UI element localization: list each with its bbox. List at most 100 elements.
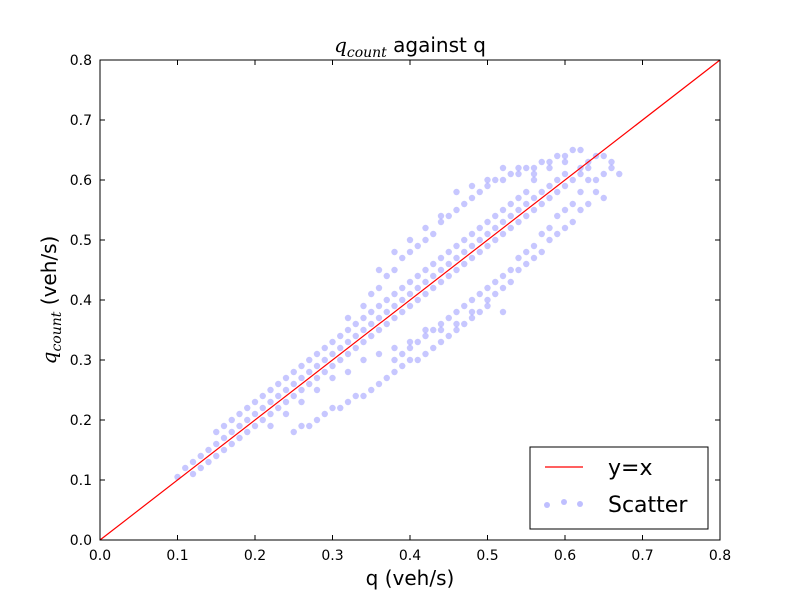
scatter-point [375,266,383,274]
scatter-point [329,350,336,358]
y-tick-label: 0.5 [70,233,92,249]
scatter-point [453,206,460,214]
scatter-point [391,266,398,274]
scatter-point [182,464,189,472]
scatter-point [600,170,607,178]
scatter-point [538,158,545,166]
scatter-point [399,284,406,292]
scatter-point [205,446,212,454]
scatter-point [259,392,266,400]
x-axis-label: q (veh/s) [366,566,455,590]
scatter-point [445,212,452,220]
y-tick-label: 0.8 [70,53,92,69]
scatter-point [499,308,507,316]
scatter-point [391,356,398,364]
scatter-point [538,200,545,208]
scatter-point [507,278,514,286]
scatter-point [399,296,406,304]
scatter-point [329,362,336,370]
scatter-point [422,278,429,286]
scatter-point [499,230,507,238]
scatter-point [616,170,623,178]
scatter-point [468,296,476,304]
scatter-point [383,296,390,304]
scatter-point [484,218,491,226]
x-axis-ticks: 0.0 0.1 0.2 0.3 0.4 0.5 0.6 0.7 0.8 [89,60,731,564]
x-tick-label: 0.6 [554,548,576,564]
scatter-point [360,356,367,364]
scatter-point [391,368,398,376]
scatter-point [461,248,468,256]
scatter-point [197,452,204,460]
scatter-point [213,440,220,448]
scatter-point [298,422,305,430]
y-tick-label: 0.4 [70,293,92,309]
scatter-point [437,326,445,334]
scatter-point [422,332,429,340]
scatter-point [352,320,359,328]
y-tick-label: 0.6 [70,173,92,189]
scatter-point [608,164,615,172]
scatter-point [453,254,460,262]
scatter-point [445,314,452,322]
scatter-point [569,176,576,184]
scatter-point [422,236,429,244]
scatter-point [275,392,282,400]
scatter-point [515,206,522,214]
title-math-sub: count [347,45,387,61]
identity-line-layer [99,59,721,541]
scatter-point [577,188,584,196]
scatter-point [391,344,398,352]
scatter-point [530,164,538,172]
scatter-points [174,146,623,481]
scatter-point [530,206,538,214]
scatter-point [290,368,297,376]
scatter-point [507,170,514,178]
scatter-point [337,404,344,412]
scatter-point [492,236,499,244]
ylabel-rest: (veh/s) [37,236,61,312]
scatter-point [236,410,243,418]
ylabel-math-sub: count [49,311,65,351]
scatter-point [422,326,429,334]
scatter-point [383,308,390,316]
title-rest: against q [387,33,486,57]
scatter-point [306,422,313,430]
scatter-point [445,332,452,340]
legend-entry-line: y=x [608,456,652,481]
scatter-point [577,170,584,178]
scatter-point [561,170,569,178]
scatter-point [515,254,522,262]
scatter-point [523,200,530,208]
x-tick-label: 0.1 [166,548,188,564]
scatter-point [344,368,352,376]
scatter-point [523,188,530,196]
scatter-point [492,176,499,184]
scatter-point [461,236,468,244]
scatter-point [375,350,383,358]
scatter-point [569,146,576,154]
scatter-point [530,254,538,262]
scatter-point [468,182,476,190]
scatter-point [468,242,476,250]
scatter-point [561,158,569,166]
scatter-point [406,356,414,364]
scatter-point [228,440,235,448]
scatter-point [360,326,367,334]
scatter-point [337,356,344,364]
scatter-point [375,284,383,292]
scatter-point [414,284,421,292]
scatter-point [600,152,607,160]
scatter-point [453,320,460,328]
scatter-point [220,446,228,454]
scatter-point [476,236,483,244]
scatter-point [507,224,514,232]
y-axis-label: qcount (veh/s) [37,236,65,365]
scatter-point [507,200,514,208]
scatter-point [515,266,522,274]
scatter-point [368,332,375,340]
scatter-point [445,260,452,268]
scatter-point [577,146,584,154]
scatter-point [476,290,483,298]
legend-scatter-swatch-2 [561,499,567,505]
